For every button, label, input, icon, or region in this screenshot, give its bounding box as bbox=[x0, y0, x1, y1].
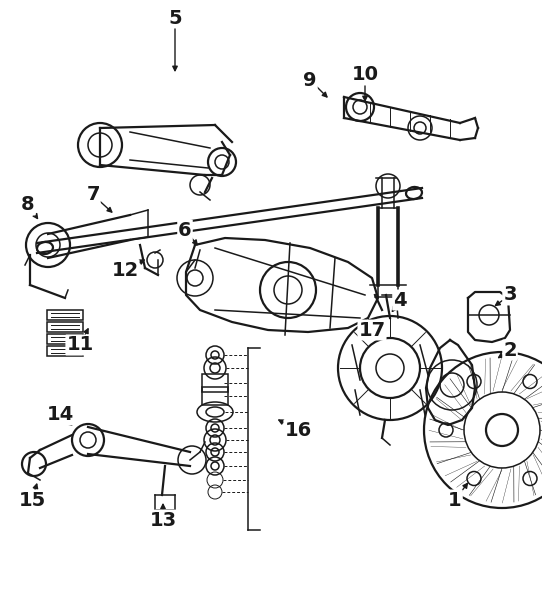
Text: 8: 8 bbox=[21, 196, 35, 214]
Text: 14: 14 bbox=[47, 405, 74, 425]
Bar bbox=[47, 346, 83, 356]
Bar bbox=[47, 334, 83, 344]
Text: 4: 4 bbox=[393, 290, 407, 309]
Bar bbox=[202, 387, 228, 405]
Text: 3: 3 bbox=[504, 286, 517, 305]
Text: 13: 13 bbox=[150, 511, 177, 530]
Text: 9: 9 bbox=[304, 71, 317, 90]
Bar bbox=[202, 374, 228, 392]
Text: 15: 15 bbox=[18, 491, 46, 509]
Text: 1: 1 bbox=[448, 491, 462, 509]
Bar bbox=[47, 310, 83, 320]
Text: 7: 7 bbox=[86, 186, 100, 204]
Bar bbox=[47, 322, 83, 332]
Text: 17: 17 bbox=[358, 320, 385, 339]
Text: 16: 16 bbox=[285, 421, 312, 439]
Text: 10: 10 bbox=[352, 65, 378, 84]
Text: 2: 2 bbox=[503, 340, 517, 359]
Text: 11: 11 bbox=[66, 336, 94, 355]
Text: 12: 12 bbox=[111, 260, 139, 280]
Text: 6: 6 bbox=[178, 220, 192, 240]
Text: 5: 5 bbox=[168, 8, 182, 28]
